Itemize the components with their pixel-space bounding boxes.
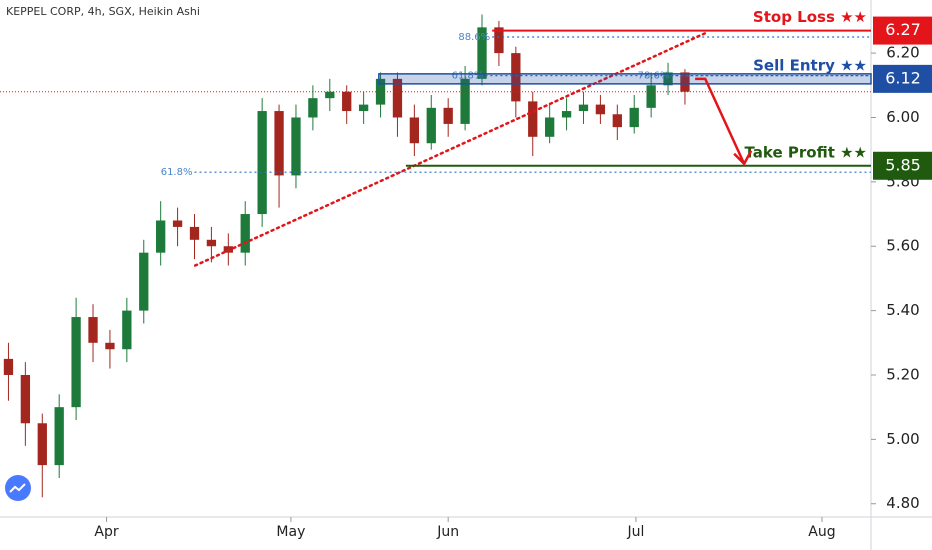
candle-body (342, 91, 352, 112)
candle-body (460, 78, 470, 124)
candle-body (291, 117, 301, 176)
candle-body (426, 107, 436, 144)
candle-body (528, 101, 538, 137)
price-tag (873, 16, 932, 45)
candle-body (612, 114, 622, 128)
candle-body (409, 117, 420, 144)
price-tag (873, 151, 932, 180)
trendline (193, 31, 707, 267)
candle-body (680, 72, 690, 92)
candle-body (595, 104, 606, 115)
candle-body (629, 107, 639, 128)
candle-body (663, 72, 673, 86)
candle-body (37, 423, 47, 466)
candle-body (240, 214, 250, 253)
candle-body (3, 358, 14, 375)
fib-label: 61.8% (161, 167, 193, 178)
price-tag (873, 64, 932, 93)
candle-body (189, 226, 200, 240)
candle-body (172, 220, 183, 227)
candle-body (122, 310, 132, 350)
trade-arrow (695, 77, 753, 166)
candle-body (308, 98, 318, 118)
candle-body (392, 78, 403, 118)
candle-body (561, 111, 572, 118)
fib-label: 88.6% (458, 32, 490, 43)
x-tick-label: Jun (436, 524, 459, 540)
y-tick-label: 5.60 (886, 237, 919, 255)
candle-body (578, 104, 589, 112)
price-tag-label: 6.27 (885, 20, 921, 39)
candle-body (494, 27, 504, 54)
candle-body (325, 91, 335, 99)
level-name: Take Profit ★★ (745, 143, 868, 161)
candle-body (71, 317, 81, 408)
y-tick-label: 5.20 (886, 365, 919, 383)
fib-label: 61.8% (452, 71, 484, 82)
x-tick-label: Jul (626, 524, 644, 540)
price-tag-label: 6.12 (885, 68, 921, 87)
price-tag-label: 5.85 (885, 155, 921, 174)
y-tick-label: 6.00 (886, 108, 919, 126)
candle-body (443, 107, 453, 124)
candle-body (511, 53, 521, 102)
x-tick-label: Aug (808, 524, 835, 540)
y-tick-label: 4.80 (886, 494, 919, 512)
candle-body (88, 317, 98, 343)
y-tick-label: 5.40 (886, 301, 919, 319)
candle-body (358, 104, 369, 112)
candle-body (139, 252, 149, 311)
level-name: Stop Loss ★★ (753, 8, 867, 26)
candle-body (274, 111, 284, 176)
candle-body (545, 117, 555, 137)
y-tick-label: 6.20 (886, 44, 919, 62)
entry-zone (378, 73, 872, 85)
logo (5, 475, 31, 501)
candle-body (206, 239, 217, 247)
level-name: Sell Entry ★★ (753, 56, 867, 74)
candle-body (20, 374, 31, 424)
candle-body (477, 27, 487, 79)
candle-body (646, 85, 656, 108)
candle-body (257, 111, 267, 215)
fib-label: 78.6% (638, 71, 670, 82)
candle-body (54, 407, 64, 466)
x-tick-label: Apr (94, 524, 118, 540)
chart-title: KEPPEL CORP, 4h, SGX, Heikin Ashi (6, 5, 200, 18)
candle-body (105, 342, 115, 350)
candle-body (156, 220, 166, 253)
x-tick-label: May (276, 524, 305, 540)
y-tick-label: 5.00 (886, 430, 919, 448)
candle-body (375, 78, 386, 105)
